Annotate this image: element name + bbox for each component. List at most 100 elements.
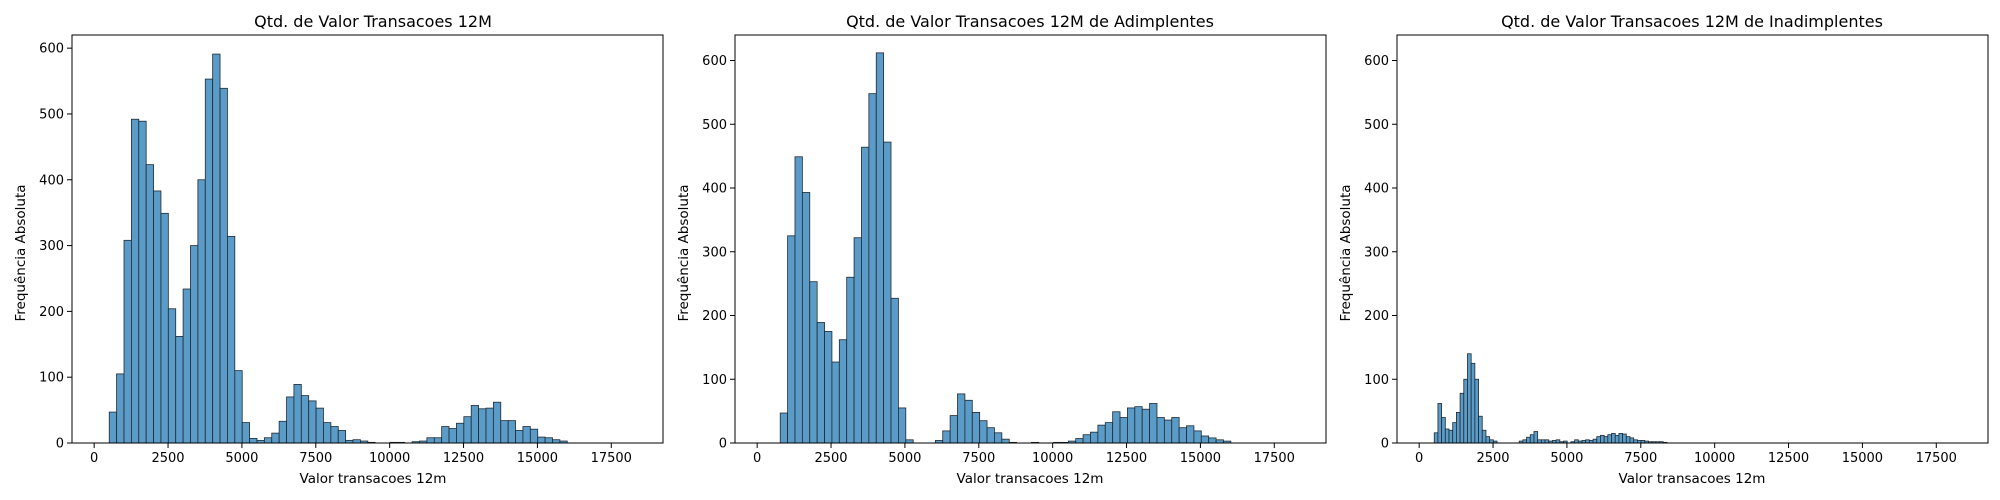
y-tick-label: 0	[1381, 437, 1389, 452]
chart-title: Qtd. de Valor Transacoes 12M	[254, 12, 492, 31]
y-tick-label: 200	[39, 305, 64, 320]
histogram-bar	[994, 432, 1003, 444]
histogram-bar	[1448, 429, 1454, 444]
histogram-bar	[204, 78, 214, 444]
x-tick-label: 12500	[1768, 451, 1809, 466]
axis-ticks: 0 2500 5000 7500 10000 12500 15000 17500 0 100 200…	[702, 54, 1295, 466]
histogram-bar	[441, 426, 450, 444]
y-tick-label: 0	[719, 437, 727, 452]
histogram-bar	[1156, 417, 1165, 444]
histogram-bar	[794, 156, 803, 444]
histogram-bar	[1127, 407, 1136, 444]
histogram-bar	[116, 373, 125, 444]
y-axis-label: Frequência Absoluta	[1338, 184, 1354, 321]
y-tick-label: 400	[1364, 182, 1389, 197]
bars	[1433, 353, 1668, 444]
axis-ticks: 0 2500 5000 7500 10000 12500 15000 17500 0 100 200…	[1364, 54, 1957, 466]
y-tick-label: 500	[1364, 118, 1389, 133]
histogram-bar	[1596, 436, 1601, 444]
histogram-bar	[167, 308, 177, 444]
histogram-bar	[1452, 422, 1457, 444]
histogram-bar	[529, 428, 539, 444]
x-tick-label: 7500	[962, 451, 995, 466]
y-tick-label: 600	[39, 42, 64, 57]
histogram-bar	[1614, 434, 1620, 444]
y-tick-label: 500	[39, 107, 64, 122]
histogram-bar	[1625, 436, 1631, 444]
histogram-bar	[949, 415, 958, 444]
x-tick-label: 2500	[814, 451, 847, 466]
histogram-bar	[212, 53, 221, 444]
histogram-bar	[315, 407, 324, 444]
bars	[779, 52, 1232, 444]
histogram-bar	[1592, 438, 1598, 444]
histogram-bar	[485, 407, 494, 444]
histogram-bar	[108, 411, 118, 444]
histogram-bar	[160, 212, 169, 444]
histogram-bar	[544, 437, 553, 444]
histogram-bar	[898, 407, 907, 444]
x-tick-label: 7500	[299, 451, 332, 466]
histogram-bar	[1478, 415, 1483, 444]
x-tick-label: 15000	[1842, 451, 1883, 466]
histogram-bar	[1075, 438, 1084, 444]
histogram-bar	[492, 401, 502, 444]
y-tick-label: 600	[702, 54, 727, 69]
x-tick-label: 10000	[1032, 451, 1073, 466]
y-axis-label: Frequência Absoluta	[676, 184, 692, 321]
histogram-bar	[1200, 435, 1210, 444]
plot-frame	[1396, 34, 1989, 444]
histogram-bar	[478, 408, 487, 444]
histogram-bar	[957, 393, 966, 444]
x-tick-label: 17500	[1916, 451, 1957, 466]
histogram-bar	[1437, 403, 1443, 444]
x-axis-label: Valor transacoes 12m	[300, 471, 447, 487]
histogram-bar	[227, 235, 236, 444]
histogram-panel-adimplentes: Qtd. de Valor Transacoes 12M de Adimplen…	[676, 12, 1327, 487]
histogram-bar	[138, 120, 147, 444]
y-tick-label: 300	[39, 239, 64, 254]
x-tick-label: 0	[90, 451, 98, 466]
y-tick-label: 200	[1364, 309, 1389, 324]
y-tick-label: 400	[702, 182, 727, 197]
histogram-bar	[875, 52, 885, 444]
histogram-bar	[323, 422, 332, 444]
histogram-bar	[942, 430, 951, 444]
y-tick-label: 200	[702, 309, 727, 324]
histogram-bar	[234, 370, 243, 444]
histogram-bar	[846, 276, 855, 444]
histogram-bar	[1149, 403, 1158, 444]
x-tick-label: 7500	[1624, 451, 1657, 466]
x-tick-label: 10000	[1694, 451, 1735, 466]
histogram-bar	[308, 400, 317, 444]
histogram-bar	[1474, 378, 1479, 444]
x-tick-label: 10000	[369, 451, 410, 466]
y-tick-label: 500	[702, 118, 727, 133]
y-tick-label: 100	[39, 371, 64, 386]
histogram-bar	[123, 239, 132, 444]
histogram-bar	[463, 416, 472, 444]
x-tick-label: 15000	[1180, 451, 1221, 466]
histogram-bar	[278, 420, 287, 444]
histogram-bar	[537, 436, 546, 444]
x-tick-label: 5000	[888, 451, 921, 466]
histogram-bar	[1433, 432, 1439, 444]
histogram-bar	[1533, 431, 1539, 444]
histogram-bar	[979, 420, 988, 444]
plot-frame	[71, 34, 664, 444]
plot-frame	[734, 34, 1327, 444]
histogram-bar	[1171, 417, 1180, 444]
chart-title: Qtd. de Valor Transacoes 12M de Inadimpl…	[1501, 12, 1883, 31]
histogram-bar	[1097, 424, 1106, 444]
histogram-bar	[145, 164, 154, 444]
x-tick-label: 12500	[1106, 451, 1147, 466]
histogram-bar	[1208, 437, 1217, 444]
histogram-bar	[286, 396, 295, 444]
histogram-bar	[330, 426, 339, 444]
y-tick-label: 100	[1364, 373, 1389, 388]
x-axis-label: Valor transacoes 12m	[957, 471, 1104, 487]
histogram-bar	[824, 331, 833, 444]
histogram-bar	[1529, 434, 1535, 444]
histogram-bar	[787, 235, 796, 444]
